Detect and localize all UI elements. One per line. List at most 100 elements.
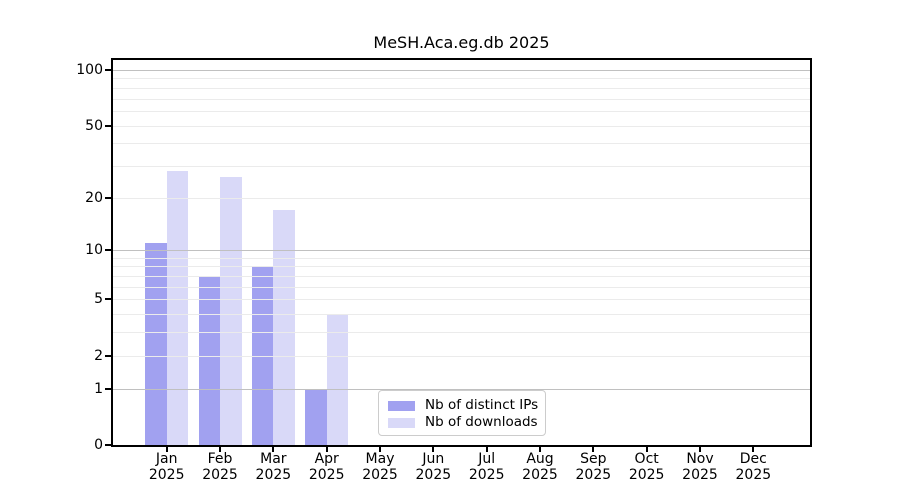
gridline-y-50 [113,125,810,127]
x-tick-year-jun: 2025 [415,467,452,483]
legend-item-distinct-ips: Nb of distinct IPs [388,397,539,414]
x-tick-label-apr: Apr 2025 [295,451,359,483]
y-tick-label-50: 50 [85,117,103,134]
y-tick-label-2: 2 [94,347,103,364]
gridline-y-9 [113,257,810,259]
gridline-y-60 [113,110,810,112]
x-tick-year-aug: 2025 [522,467,558,483]
bar-distinct-ips-jan [145,243,167,445]
x-tick-label-mar: Mar 2025 [241,451,305,483]
x-tick-feb [219,447,222,452]
x-tick-year-dec: 2025 [735,467,772,483]
gridline-y-1-major [113,388,810,390]
x-tick-month-jul: Jul [478,451,496,467]
gridline-y-100-major [113,70,810,71]
x-tick-jan [165,447,168,452]
gridline-y-10-major [113,250,810,252]
x-tick-year-nov: 2025 [682,467,718,483]
x-tick-label-dec: Dec 2025 [721,451,785,483]
x-tick-month-sep: Sep [580,451,607,467]
x-tick-label-sep: Sep 2025 [561,451,625,483]
y-tick-label-5: 5 [94,291,103,308]
legend-label-downloads: Nb of downloads [425,414,538,430]
bar-downloads-mar [273,210,295,445]
x-tick-month-jan: Jan [155,451,178,467]
x-tick-label-feb: Feb 2025 [188,451,252,483]
x-tick-aug [539,447,541,452]
gridline-y-8 [113,266,810,268]
y-tick-label-20: 20 [85,189,103,206]
y-tick-label-10: 10 [85,242,103,259]
x-tick-label-jan: Jan 2025 [135,451,199,483]
x-tick-may [379,447,382,452]
gridline-y-5 [113,299,810,301]
gridlines-layer [113,60,810,445]
y-tick-1 [105,387,111,390]
gridline-y-80 [113,87,810,89]
x-tick-month-feb: Feb [207,451,233,467]
x-tick-label-jul: Jul 2025 [455,451,519,483]
x-tick-sep [592,447,595,452]
gridline-y-40 [113,143,810,145]
legend: Nb of distinct IPs Nb of downloads [378,390,546,436]
x-tick-year-oct: 2025 [628,467,665,483]
x-tick-month-apr: Apr [314,451,339,467]
y-tick-label-100: 100 [76,62,103,78]
y-tick-5 [105,298,111,301]
x-tick-month-may: May [365,451,395,467]
x-tick-mar [272,447,275,452]
y-tick-100 [105,69,111,71]
x-tick-apr [325,447,328,452]
bar-distinct-ips-feb [198,276,221,445]
x-tick-month-dec: Dec [739,451,767,467]
plot-area: Nb of distinct IPs Nb of downloads [111,58,812,447]
bar-distinct-ips-apr [305,388,327,445]
bar-downloads-jan [166,171,189,445]
legend-item-downloads: Nb of downloads [388,414,539,431]
gridline-y-20 [113,197,810,199]
y-tick-10 [105,249,111,252]
x-tick-label-may: May 2025 [348,451,412,483]
x-tick-month-mar: Mar [260,451,287,467]
x-tick-month-jun: Jun [422,451,445,467]
x-tick-month-nov: Nov [686,451,714,467]
x-tick-year-jul: 2025 [468,467,505,483]
x-tick-label-aug: Aug 2025 [508,451,572,483]
x-tick-year-may: 2025 [362,467,398,483]
x-tick-label-nov: Nov 2025 [668,451,732,483]
bars-layer [113,60,810,445]
x-tick-year-feb: 2025 [202,467,238,483]
x-tick-nov [699,447,701,452]
x-tick-year-apr: 2025 [308,467,345,483]
y-tick-label-0: 0 [94,437,103,453]
x-tick-year-sep: 2025 [575,467,612,483]
y-tick-label-1: 1 [94,380,103,397]
gridline-y-6 [113,286,810,288]
x-tick-oct [645,447,648,452]
bar-downloads-apr [326,314,349,445]
y-tick-2 [105,354,111,357]
x-tick-month-oct: Oct [634,451,659,467]
x-tick-dec [752,447,755,452]
gridline-y-70 [113,98,810,100]
x-tick-jun [432,447,435,452]
x-tick-jul [485,447,488,452]
gridline-y-4 [113,314,810,316]
bar-downloads-feb [220,177,242,445]
x-tick-label-oct: Oct 2025 [615,451,679,483]
gridline-y-30 [113,165,810,167]
x-tick-year-jan: 2025 [148,467,185,483]
chart-title: MeSH.Aca.eg.db 2025 [373,33,550,52]
legend-label-distinct-ips: Nb of distinct IPs [425,397,539,413]
legend-swatch-downloads [388,417,415,428]
y-tick-20 [105,196,111,199]
gridline-y-7 [113,276,810,278]
gridline-y-3 [113,332,810,334]
x-tick-label-jun: Jun 2025 [401,451,465,483]
gridline-y-2 [113,355,810,357]
gridline-y-90 [113,78,810,80]
y-tick-50 [105,124,111,127]
x-tick-year-mar: 2025 [255,467,292,483]
y-tick-0 [105,444,111,446]
